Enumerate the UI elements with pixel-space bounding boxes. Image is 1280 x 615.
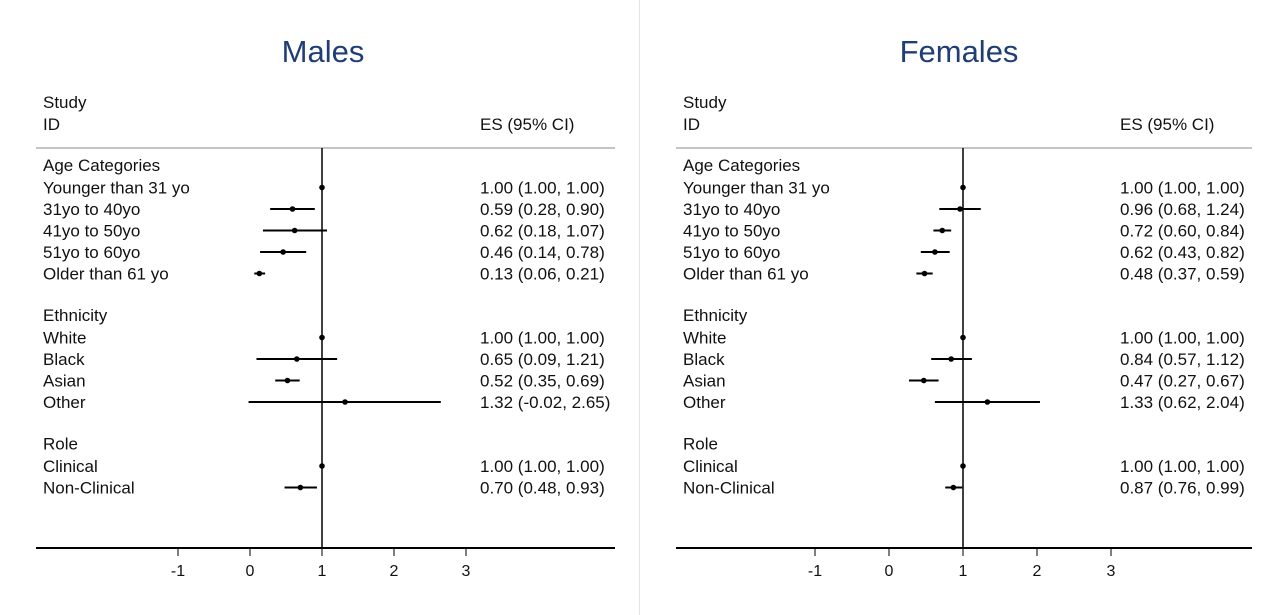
group-label: Age Categories (683, 156, 800, 175)
row-es-value: 1.00 (1.00, 1.00) (480, 457, 605, 476)
row-label: Older than 61 yo (43, 265, 169, 284)
point-estimate (256, 270, 263, 277)
row-label: Asian (43, 372, 86, 391)
row-es-value: 0.52 (0.35, 0.69) (480, 372, 605, 391)
row-es-value: 0.96 (0.68, 1.24) (1120, 200, 1245, 219)
row-es-value: 0.65 (0.09, 1.21) (480, 350, 605, 369)
chart-title: Females (900, 34, 1019, 69)
row-label: 51yo to 60yo (43, 243, 140, 262)
x-tick-label: -1 (808, 563, 822, 580)
point-estimate (342, 399, 348, 405)
row-es-value: 1.32 (-0.02, 2.65) (480, 393, 610, 412)
row-label: Clinical (683, 457, 738, 476)
point-estimate (932, 249, 938, 255)
column-header-id: ID (683, 115, 700, 134)
row-es-value: 1.00 (1.00, 1.00) (480, 179, 605, 198)
column-header-study: Study (43, 93, 87, 112)
x-tick-label: -1 (171, 563, 185, 580)
row-es-value: 0.47 (0.27, 0.67) (1120, 372, 1245, 391)
point-estimate (948, 356, 954, 362)
chart-title: Males (282, 34, 365, 69)
x-tick-label: 2 (1033, 563, 1042, 580)
row-es-value: 1.00 (1.00, 1.00) (1120, 329, 1245, 348)
row-es-value: 1.33 (0.62, 2.04) (1120, 393, 1245, 412)
row-es-value: 0.48 (0.37, 0.59) (1120, 265, 1245, 284)
forest-plot-females: Females Study ID ES (95% CI) Age Categories Y… (640, 0, 1280, 615)
row-label: Younger than 31 yo (43, 179, 190, 198)
forest-plot-females-svg: Females Study ID ES (95% CI) Age Categories Y… (676, 34, 1252, 580)
group-label: Ethnicity (683, 306, 748, 325)
point-estimate (284, 377, 291, 384)
row-es-value: 1.00 (1.00, 1.00) (1120, 179, 1245, 198)
point-estimate (939, 227, 946, 234)
row-label: Black (43, 350, 85, 369)
row-label: Asian (683, 372, 726, 391)
row-label: Non-Clinical (43, 479, 135, 498)
row-label: 31yo to 40yo (683, 200, 780, 219)
row-es-value: 0.13 (0.06, 0.21) (480, 265, 605, 284)
row-label: Non-Clinical (683, 479, 775, 498)
point-estimate (921, 270, 928, 277)
forest-plot-males-svg: Males Study ID ES (95% CI) Age Categories You… (36, 34, 615, 580)
row-es-value: 0.59 (0.28, 0.90) (480, 200, 605, 219)
row-label: Other (43, 393, 86, 412)
point-estimate (294, 356, 300, 362)
point-estimate (950, 484, 957, 491)
row-es-value: 0.62 (0.18, 1.07) (480, 222, 605, 241)
group-label: Role (683, 435, 718, 454)
point-estimate (291, 227, 298, 234)
row-label: Younger than 31 yo (683, 179, 830, 198)
row-es-value: 0.84 (0.57, 1.12) (1120, 350, 1245, 369)
row-es-value: 0.62 (0.43, 0.82) (1120, 243, 1245, 262)
row-label: Clinical (43, 457, 98, 476)
row-label: Other (683, 393, 726, 412)
column-header-study: Study (683, 93, 727, 112)
row-es-value: 0.46 (0.14, 0.78) (480, 243, 605, 262)
row-es-value: 1.00 (1.00, 1.00) (480, 329, 605, 348)
x-tick-label: 1 (959, 563, 968, 580)
row-label: Black (683, 350, 725, 369)
row-label: White (683, 329, 726, 348)
x-tick-label: 1 (318, 563, 327, 580)
row-label: 51yo to 60yo (683, 243, 780, 262)
x-tick-label: 3 (1107, 563, 1116, 580)
group-label: Age Categories (43, 156, 160, 175)
row-label: White (43, 329, 86, 348)
row-label: 31yo to 40yo (43, 200, 140, 219)
point-estimate (289, 206, 296, 212)
group-label: Role (43, 435, 78, 454)
group-label: Ethnicity (43, 306, 108, 325)
row-es-value: 0.87 (0.76, 0.99) (1120, 479, 1245, 498)
x-tick-label: 3 (462, 563, 471, 580)
row-es-value: 1.00 (1.00, 1.00) (1120, 457, 1245, 476)
point-estimate (280, 249, 286, 255)
x-tick-label: 0 (885, 563, 894, 580)
point-estimate (984, 399, 991, 405)
column-header-id: ID (43, 115, 60, 134)
panel-divider (639, 0, 640, 615)
point-estimate (957, 206, 963, 212)
row-label: 41yo to 50yo (43, 222, 140, 241)
x-tick-label: 0 (246, 563, 255, 580)
forest-plot-males: Males Study ID ES (95% CI) Age Categories You… (36, 34, 615, 580)
row-label: 41yo to 50yo (683, 222, 780, 241)
x-tick-label: 2 (390, 563, 399, 580)
point-estimate (920, 377, 927, 384)
column-header-es: ES (95% CI) (1120, 115, 1214, 134)
row-es-value: 0.70 (0.48, 0.93) (480, 479, 605, 498)
column-header-es: ES (95% CI) (480, 115, 574, 134)
point-estimate (297, 484, 304, 491)
row-es-value: 0.72 (0.60, 0.84) (1120, 222, 1245, 241)
row-label: Older than 61 yo (683, 265, 809, 284)
